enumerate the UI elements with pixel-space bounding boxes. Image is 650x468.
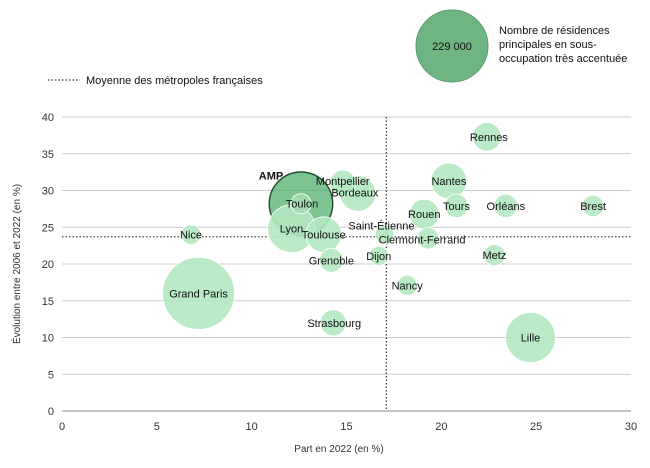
y-tick-label: 10: [42, 333, 54, 345]
highlight-label: AMP: [259, 171, 283, 183]
point-label: Lyon: [280, 224, 303, 236]
bubble-brest: [582, 194, 605, 217]
size-legend-text-2: principales en sous-: [499, 39, 597, 51]
bubble-metz: [483, 244, 506, 267]
bubble-nice: [180, 224, 202, 245]
bubble-tours: [444, 193, 469, 218]
grid-layer: [62, 116, 631, 412]
bubble-toulon: [290, 193, 312, 215]
y-tick-label: 30: [42, 186, 54, 198]
bubble-montpellier: [329, 169, 357, 197]
point-label: Dijon: [366, 251, 391, 263]
bubble-rennes: [472, 122, 502, 152]
y-tick-label: 15: [42, 296, 54, 308]
x-tick-label: 10: [246, 421, 258, 433]
size-legend-value: 229 000: [432, 41, 472, 53]
point-label: Lille: [521, 333, 541, 345]
x-tick-label: 15: [340, 421, 352, 433]
point-label: Bordeaux: [331, 187, 379, 199]
point-label: Rennes: [470, 132, 508, 144]
bubble-layer: [162, 122, 605, 363]
y-tick-label: 0: [48, 406, 54, 418]
bubble-dijon: [368, 245, 389, 266]
tick-layer: 0 5 10 15 20 25 30 35 40 0 5 10 15 20 25 30: [42, 112, 637, 433]
y-tick-label: 20: [42, 259, 54, 271]
bubble-grand-paris: [162, 256, 235, 330]
size-legend: 229 000 Nombre de résidences principales…: [415, 9, 627, 83]
bubble-nancy: [396, 274, 418, 296]
bubble-saint-etienne: [374, 224, 395, 245]
point-label: Tours: [443, 201, 470, 213]
x-tick-label: 30: [625, 421, 637, 433]
y-tick-label: 25: [42, 222, 54, 234]
point-label: Montpellier: [316, 176, 370, 188]
bubble-clermont-ferrand: [417, 227, 440, 250]
bubble-lille: [505, 312, 556, 363]
y-tick-label: 40: [42, 112, 54, 124]
size-legend-bubble: [415, 9, 489, 83]
point-label: Clermont-Ferrand: [379, 234, 466, 246]
bubble-strasbourg: [319, 309, 347, 337]
point-label: Nantes: [431, 176, 466, 188]
average-lines: [62, 117, 631, 411]
x-tick-label: 25: [530, 421, 542, 433]
point-label: Toulon: [286, 199, 318, 211]
size-legend-text-3: occupation très accentuée: [499, 53, 627, 65]
average-legend-label: Moyenne des métropoles françaises: [86, 75, 263, 87]
size-legend-text-1: Nombre de résidences: [499, 25, 610, 37]
bubble-grenoble: [319, 248, 344, 273]
point-label: Saint-Étienne: [348, 220, 414, 233]
average-legend: Moyenne des métropoles françaises: [48, 75, 263, 87]
point-label: Grenoble: [309, 255, 354, 267]
x-tick-label: 0: [59, 421, 65, 433]
point-label: Strasbourg: [307, 318, 361, 330]
x-tick-label: 20: [435, 421, 447, 433]
y-tick-label: 5: [48, 369, 54, 381]
point-label: Orléans: [487, 201, 526, 213]
point-label: Grand Paris: [169, 288, 228, 300]
point-label: Toulouse: [302, 230, 346, 242]
point-label: Nancy: [392, 280, 424, 292]
x-tick-label: 5: [154, 421, 160, 433]
point-label: Brest: [580, 201, 606, 213]
y-tick-label: 35: [42, 149, 54, 161]
bubble-orleans: [493, 193, 518, 218]
point-label: Metz: [483, 250, 507, 262]
point-label: Rouen: [408, 209, 440, 221]
x-axis-title: Part en 2022 (en %): [294, 444, 384, 455]
point-label: Nice: [180, 230, 202, 242]
y-axis-title: Évolution entre 2006 et 2022 (en %): [10, 184, 23, 344]
